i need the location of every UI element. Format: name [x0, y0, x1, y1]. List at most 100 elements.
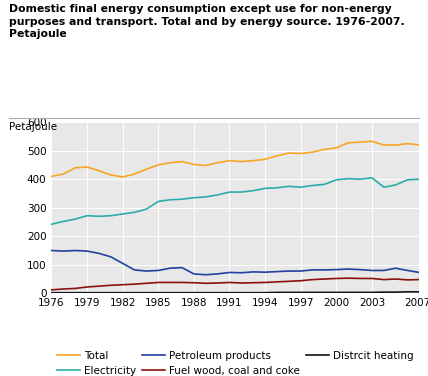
Petroleum products — [84, 249, 89, 253]
Electricity — [227, 190, 232, 194]
Distrcit heating — [49, 290, 54, 295]
Petroleum products — [144, 269, 149, 273]
Distrcit heating — [346, 290, 351, 295]
Total — [61, 172, 66, 176]
Petroleum products — [72, 248, 77, 253]
Distrcit heating — [120, 290, 125, 295]
Total — [156, 163, 161, 167]
Fuel wood, coal and coke — [84, 285, 89, 289]
Total — [108, 173, 113, 177]
Electricity — [310, 183, 315, 188]
Petroleum products — [120, 261, 125, 265]
Fuel wood, coal and coke — [120, 282, 125, 287]
Fuel wood, coal and coke — [262, 280, 268, 285]
Fuel wood, coal and coke — [179, 280, 184, 285]
Distrcit heating — [262, 290, 268, 295]
Fuel wood, coal and coke — [286, 279, 291, 284]
Line: Petroleum products: Petroleum products — [51, 250, 419, 275]
Petroleum products — [357, 267, 363, 272]
Distrcit heating — [215, 290, 220, 295]
Electricity — [262, 186, 268, 191]
Petroleum products — [251, 270, 256, 274]
Petroleum products — [108, 255, 113, 259]
Distrcit heating — [61, 290, 66, 295]
Distrcit heating — [72, 290, 77, 295]
Electricity — [72, 217, 77, 221]
Distrcit heating — [405, 290, 410, 294]
Petroleum products — [203, 273, 208, 277]
Electricity — [108, 214, 113, 218]
Electricity — [322, 182, 327, 186]
Line: Distrcit heating: Distrcit heating — [51, 292, 419, 293]
Fuel wood, coal and coke — [322, 277, 327, 281]
Total — [274, 153, 279, 158]
Distrcit heating — [334, 290, 339, 295]
Total — [369, 139, 374, 144]
Distrcit heating — [322, 290, 327, 295]
Distrcit heating — [132, 290, 137, 295]
Petroleum products — [346, 267, 351, 271]
Fuel wood, coal and coke — [215, 281, 220, 285]
Electricity — [369, 176, 374, 180]
Total — [215, 161, 220, 165]
Fuel wood, coal and coke — [357, 276, 363, 281]
Petroleum products — [334, 267, 339, 272]
Distrcit heating — [167, 290, 172, 295]
Electricity — [239, 190, 244, 194]
Total — [262, 157, 268, 162]
Distrcit heating — [144, 290, 149, 295]
Petroleum products — [61, 249, 66, 253]
Petroleum products — [310, 268, 315, 272]
Distrcit heating — [417, 290, 422, 294]
Fuel wood, coal and coke — [96, 284, 101, 288]
Total — [357, 140, 363, 144]
Fuel wood, coal and coke — [417, 277, 422, 282]
Total — [120, 175, 125, 179]
Total — [417, 143, 422, 147]
Petroleum products — [381, 268, 386, 273]
Petroleum products — [179, 265, 184, 270]
Text: Petajoule: Petajoule — [9, 122, 56, 132]
Total — [167, 161, 172, 165]
Fuel wood, coal and coke — [49, 288, 54, 292]
Total — [381, 143, 386, 147]
Fuel wood, coal and coke — [346, 276, 351, 280]
Fuel wood, coal and coke — [334, 276, 339, 281]
Fuel wood, coal and coke — [251, 280, 256, 285]
Total — [179, 159, 184, 164]
Distrcit heating — [156, 290, 161, 295]
Fuel wood, coal and coke — [274, 280, 279, 284]
Total — [334, 146, 339, 150]
Fuel wood, coal and coke — [156, 280, 161, 285]
Fuel wood, coal and coke — [144, 281, 149, 285]
Petroleum products — [191, 271, 196, 276]
Line: Electricity: Electricity — [51, 178, 419, 224]
Fuel wood, coal and coke — [239, 281, 244, 285]
Electricity — [334, 177, 339, 182]
Total — [72, 165, 77, 170]
Electricity — [191, 196, 196, 200]
Electricity — [96, 214, 101, 218]
Petroleum products — [132, 268, 137, 272]
Electricity — [381, 185, 386, 190]
Total — [227, 158, 232, 163]
Electricity — [132, 210, 137, 215]
Electricity — [215, 193, 220, 197]
Total — [286, 151, 291, 155]
Line: Total: Total — [51, 141, 419, 177]
Distrcit heating — [84, 290, 89, 295]
Petroleum products — [227, 270, 232, 275]
Fuel wood, coal and coke — [167, 280, 172, 285]
Fuel wood, coal and coke — [227, 280, 232, 285]
Total — [298, 151, 303, 156]
Petroleum products — [417, 270, 422, 275]
Distrcit heating — [369, 290, 374, 295]
Fuel wood, coal and coke — [203, 281, 208, 285]
Distrcit heating — [357, 290, 363, 295]
Petroleum products — [167, 266, 172, 270]
Total — [96, 168, 101, 173]
Electricity — [286, 184, 291, 189]
Text: Domestic final energy consumption except use for non-energy
purposes and transpo: Domestic final energy consumption except… — [9, 4, 404, 39]
Distrcit heating — [203, 290, 208, 295]
Petroleum products — [262, 270, 268, 274]
